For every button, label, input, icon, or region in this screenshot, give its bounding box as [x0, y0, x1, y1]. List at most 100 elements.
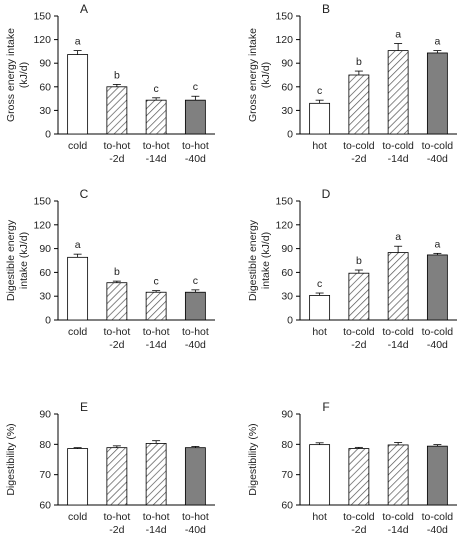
y-tick-label: 80 [281, 439, 293, 451]
y-tick-label: 30 [39, 291, 51, 303]
category-label: cold [68, 140, 87, 152]
y-axis-label: Digestibility (%) [247, 423, 259, 495]
y-tick-label: 30 [281, 291, 293, 303]
category-label: -2d [351, 153, 366, 165]
category-label: hot [312, 140, 327, 152]
panel-letter: F [322, 400, 329, 414]
bar [348, 74, 370, 135]
y-axis-label: Digestible energy [247, 219, 259, 301]
y-tick-label: 120 [33, 34, 51, 46]
significance-letter: c [193, 81, 198, 93]
bar [145, 443, 167, 506]
category-label: -14d [146, 153, 167, 165]
category-label: -40d [427, 153, 448, 165]
y-tick-label: 90 [39, 409, 51, 421]
category-label: to-cold [422, 326, 454, 338]
category-label: cold [68, 326, 87, 338]
bar [309, 295, 331, 321]
category-label: -2d [109, 524, 124, 536]
bar [348, 272, 370, 321]
significance-letter: b [356, 255, 362, 267]
bar [387, 444, 409, 506]
y-tick-label: 60 [281, 267, 293, 279]
significance-letter: a [434, 238, 440, 250]
category-label: to-cold [382, 140, 414, 152]
y-axis-label: (kJ/d) [18, 62, 30, 88]
y-tick-label: 30 [281, 105, 293, 117]
y-tick-label: 60 [39, 500, 51, 512]
y-tick-label: 0 [45, 129, 51, 141]
category-label: to-hot [182, 140, 209, 152]
y-tick-label: 150 [33, 11, 51, 23]
y-tick-label: 60 [39, 81, 51, 93]
panel-letter: A [80, 2, 88, 16]
significance-letter: a [395, 29, 401, 41]
y-tick-label: 70 [39, 469, 51, 481]
panel-a: 0 30 60 90 120 150 Gross energy intake (kJ/d) Aa… [5, 2, 215, 165]
y-tick-label: 90 [39, 243, 51, 255]
significance-letter: a [434, 36, 440, 48]
y-tick-label: 90 [39, 58, 51, 70]
category-label: to-hot [103, 511, 130, 523]
y-tick-label: 120 [33, 219, 51, 231]
bar [387, 252, 409, 321]
significance-letter: a [395, 231, 401, 243]
y-tick-label: 60 [281, 81, 293, 93]
category-label: to-hot [182, 326, 209, 338]
category-label: to-hot [143, 511, 170, 523]
panel-letter: D [322, 187, 331, 201]
category-label: -14d [146, 339, 167, 351]
y-axis-label: Digestible energy [5, 219, 17, 301]
category-label: to-cold [382, 326, 414, 338]
category-label: -14d [388, 524, 409, 536]
y-axis-label: (kJ/d) [260, 62, 272, 88]
category-label: -2d [109, 153, 124, 165]
category-label: hot [312, 511, 327, 523]
category-label: -2d [109, 339, 124, 351]
significance-letter: a [75, 36, 81, 48]
category-label: cold [68, 511, 87, 523]
category-label: -2d [351, 524, 366, 536]
y-tick-label: 150 [275, 196, 293, 208]
y-tick-label: 90 [281, 58, 293, 70]
significance-letter: c [317, 278, 322, 290]
panel-b: 0 30 60 90 120 150 Gross energy intake (kJ/d) Bc… [247, 2, 457, 165]
y-axis-label: Digestibility (%) [5, 423, 17, 495]
y-tick-label: 60 [39, 267, 51, 279]
panel-c: 0 30 60 90 120 150 Digestible energy intake (kJ… [5, 187, 215, 351]
category-label: to-hot [103, 140, 130, 152]
y-tick-label: 150 [275, 11, 293, 23]
bar [426, 52, 448, 135]
category-label: to-cold [382, 511, 414, 523]
category-label: to-hot [143, 140, 170, 152]
significance-letter: b [114, 69, 120, 81]
bar [184, 99, 206, 135]
bar [184, 291, 206, 321]
significance-letter: b [114, 266, 120, 278]
category-label: -40d [427, 339, 448, 351]
category-label: -2d [351, 339, 366, 351]
significance-letter: b [356, 56, 362, 68]
category-label: -40d [427, 524, 448, 536]
category-label: to-cold [343, 511, 375, 523]
category-label: hot [312, 326, 327, 338]
y-tick-label: 0 [287, 129, 293, 141]
y-tick-label: 80 [39, 439, 51, 451]
panel-letter: E [80, 400, 88, 414]
y-axis-label: intake (kJ/d) [18, 232, 30, 289]
bar [145, 291, 167, 321]
category-label: -40d [185, 524, 206, 536]
bar [184, 447, 206, 506]
y-tick-label: 120 [275, 34, 293, 46]
y-tick-label: 0 [45, 315, 51, 327]
bar [145, 99, 167, 135]
y-axis-label: intake (kJ/d) [260, 232, 272, 289]
y-tick-label: 30 [39, 105, 51, 117]
bar [67, 256, 89, 321]
category-label: -14d [388, 153, 409, 165]
y-tick-label: 120 [275, 219, 293, 231]
category-label: to-cold [343, 140, 375, 152]
